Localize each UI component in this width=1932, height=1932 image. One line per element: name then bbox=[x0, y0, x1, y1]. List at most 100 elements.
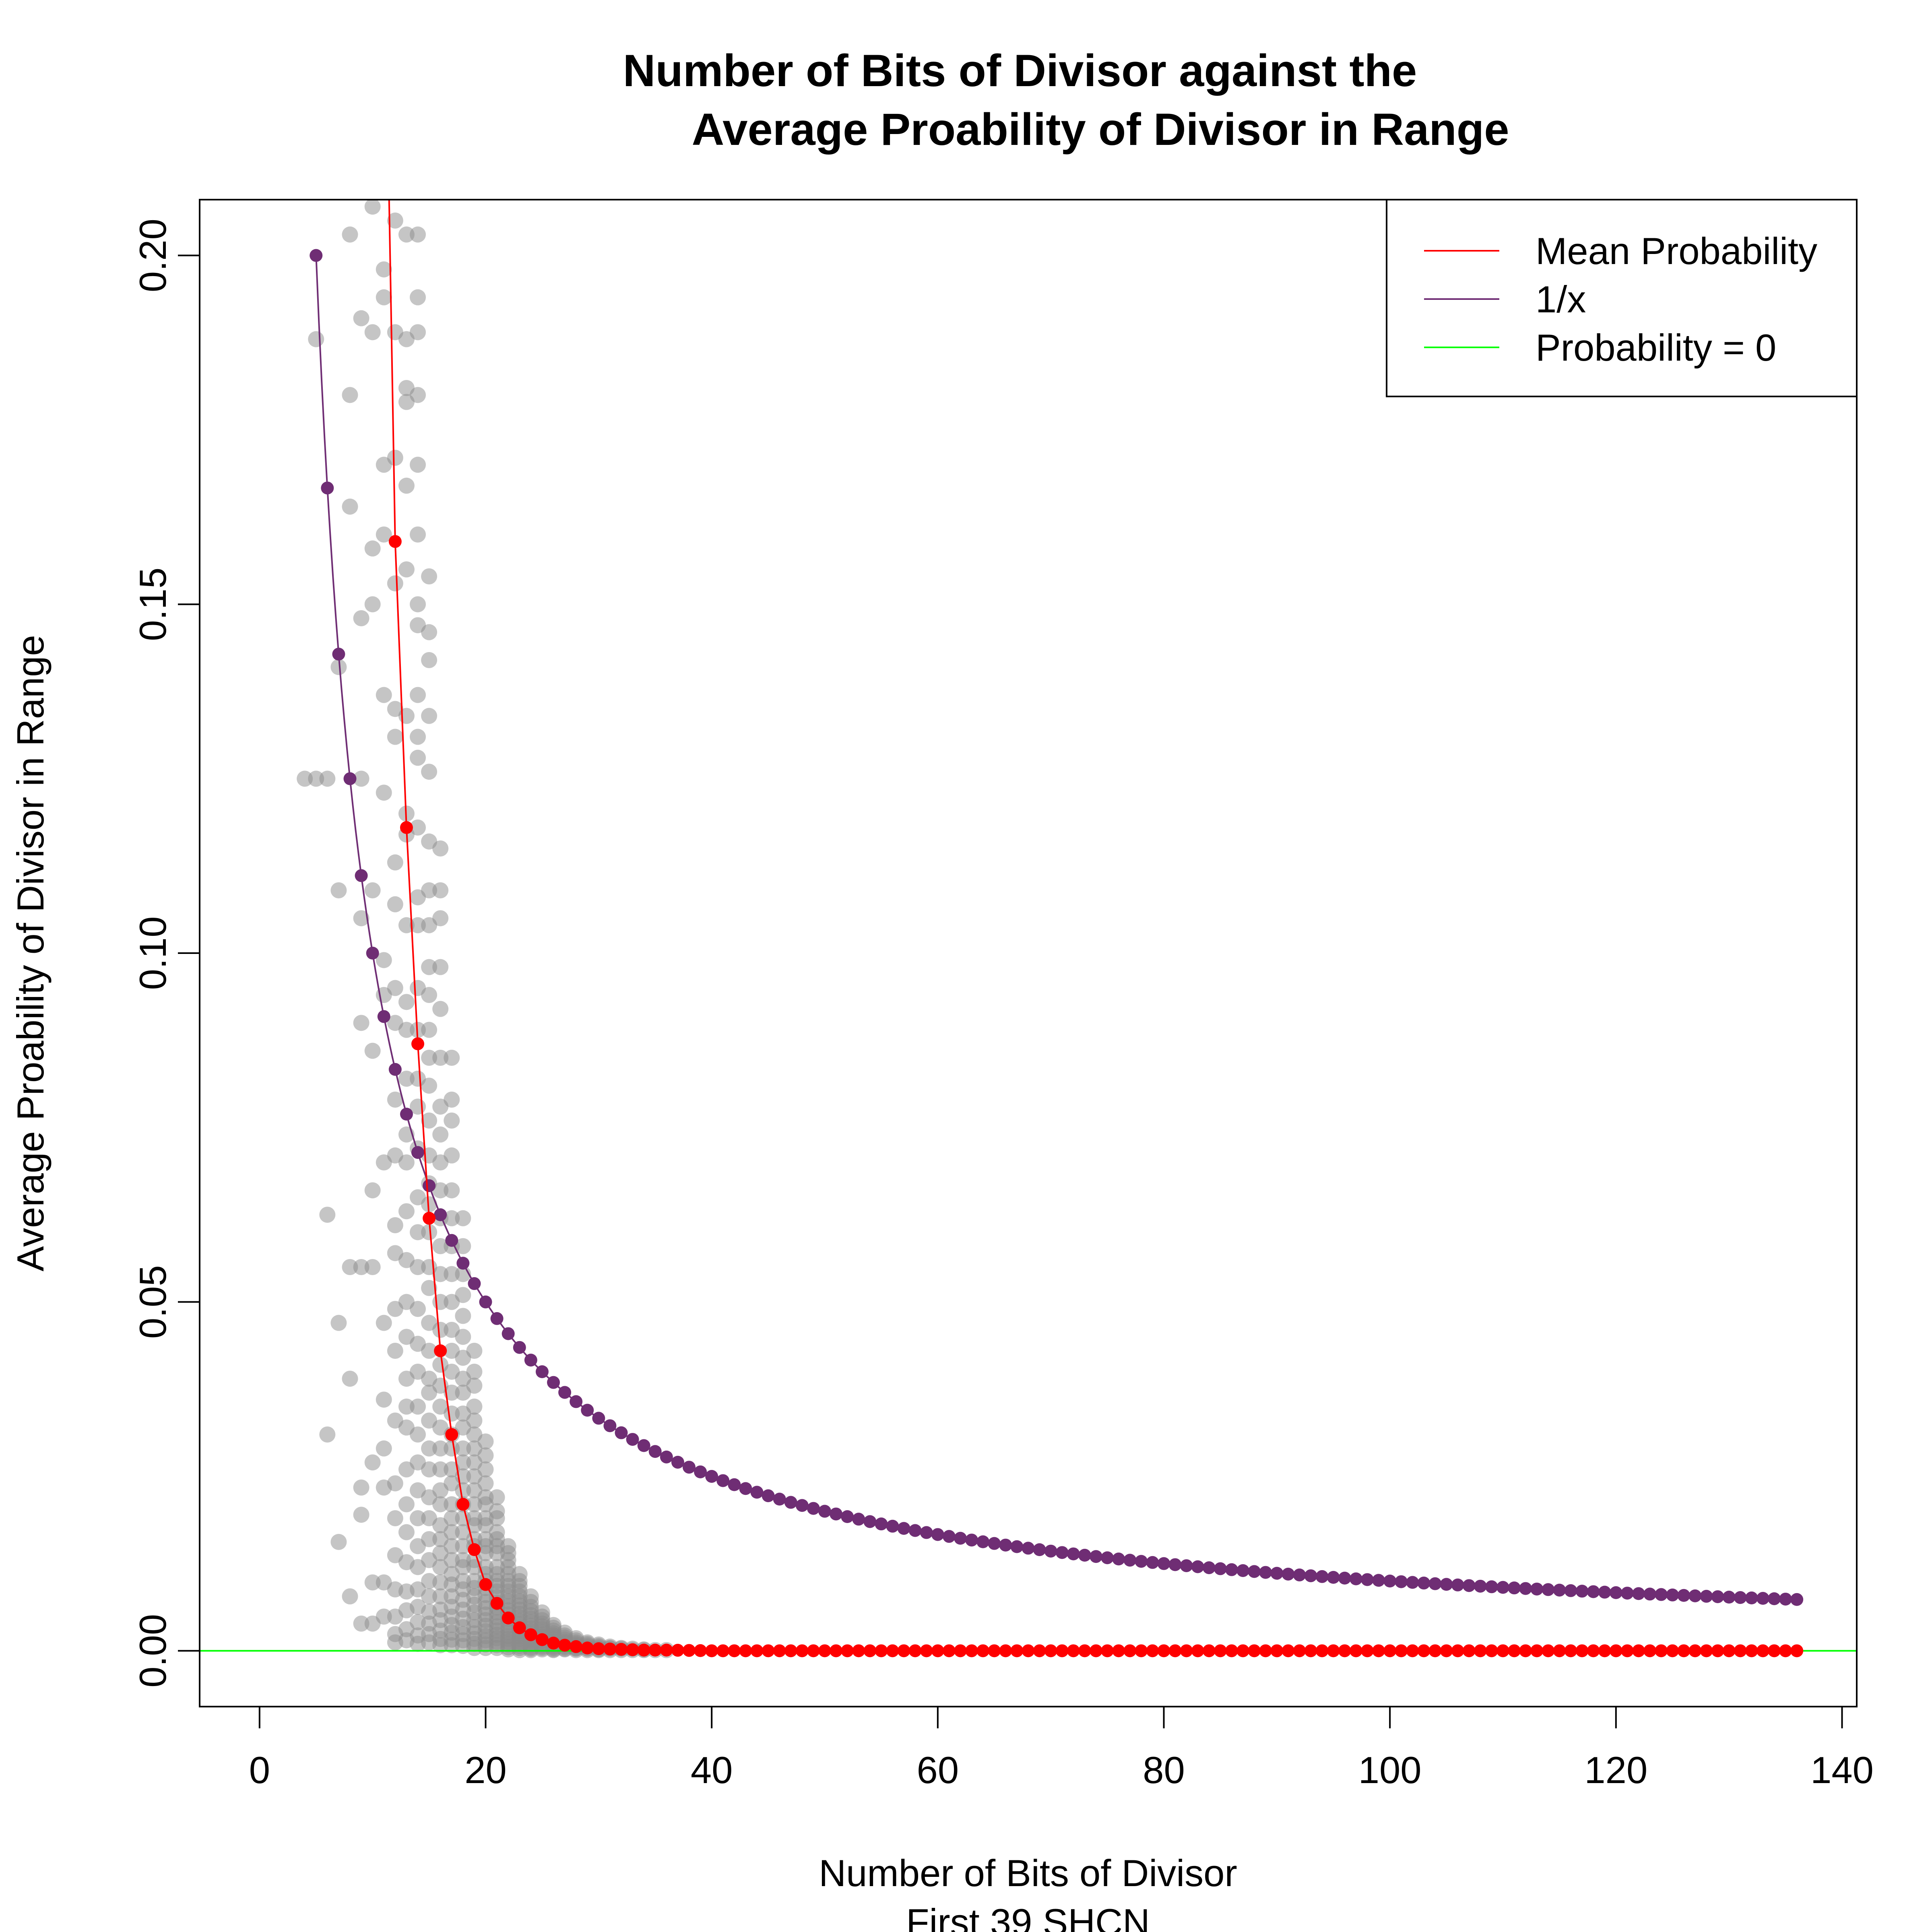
mean-point-95 bbox=[1327, 1644, 1340, 1657]
reciprocal-point-18 bbox=[456, 1257, 470, 1270]
scatter-point-26 bbox=[364, 324, 381, 341]
scatter-point-217 bbox=[444, 1182, 460, 1199]
x-tick-label-80: 80 bbox=[1143, 1749, 1185, 1791]
scatter-point-45 bbox=[376, 1315, 392, 1331]
mean-point-26 bbox=[547, 1637, 560, 1650]
mean-point-60 bbox=[931, 1644, 944, 1657]
reciprocal-point-28 bbox=[570, 1395, 583, 1408]
scatter-point-36 bbox=[376, 261, 392, 278]
legend-label-zero: Probability = 0 bbox=[1536, 326, 1776, 369]
scatter-point-4 bbox=[319, 1207, 336, 1223]
scatter-point-159 bbox=[421, 1224, 438, 1241]
reciprocal-point-100 bbox=[1383, 1575, 1397, 1587]
reciprocal-point-92 bbox=[1293, 1568, 1306, 1581]
mean-point-54 bbox=[863, 1644, 877, 1657]
mean-point-110 bbox=[1496, 1644, 1509, 1657]
reciprocal-line bbox=[315, 255, 1797, 1600]
reciprocal-point-56 bbox=[886, 1519, 899, 1533]
mean-point-114 bbox=[1542, 1644, 1555, 1657]
reciprocal-point-95 bbox=[1327, 1571, 1340, 1584]
scatter-point-151 bbox=[421, 987, 438, 1003]
reciprocal-point-134 bbox=[1767, 1592, 1781, 1605]
reciprocal-point-103 bbox=[1417, 1577, 1430, 1590]
scatter-point-306 bbox=[477, 1475, 494, 1492]
scatter-point-10 bbox=[342, 226, 358, 243]
mean-point-53 bbox=[852, 1644, 865, 1657]
x-tick-label-40: 40 bbox=[691, 1749, 733, 1791]
mean-point-104 bbox=[1428, 1644, 1442, 1657]
scatter-point-63 bbox=[387, 1217, 403, 1233]
mean-point-38 bbox=[683, 1644, 696, 1657]
scatter-point-249 bbox=[455, 1308, 471, 1324]
reciprocal-point-91 bbox=[1282, 1567, 1295, 1581]
scatter-point-53 bbox=[387, 450, 403, 466]
x-tick-label-0: 0 bbox=[249, 1749, 270, 1791]
reciprocal-point-37 bbox=[671, 1455, 684, 1469]
mean-point-28 bbox=[570, 1640, 583, 1653]
reciprocal-point-133 bbox=[1756, 1592, 1769, 1605]
scatter-point-134 bbox=[410, 1510, 426, 1526]
reciprocal-point-52 bbox=[841, 1510, 854, 1523]
scatter-point-50 bbox=[376, 1608, 392, 1625]
reciprocal-point-33 bbox=[626, 1433, 639, 1446]
mean-point-94 bbox=[1315, 1644, 1329, 1657]
reciprocal-point-97 bbox=[1349, 1572, 1362, 1585]
reciprocal-point-82 bbox=[1180, 1559, 1193, 1572]
scatter-point-225 bbox=[444, 1385, 460, 1401]
mean-point-12 bbox=[388, 535, 402, 548]
scatter-point-54 bbox=[387, 575, 403, 592]
scatter-point-220 bbox=[444, 1266, 460, 1282]
x-tick-label-140: 140 bbox=[1810, 1749, 1874, 1791]
reciprocal-point-121 bbox=[1620, 1587, 1634, 1600]
mean-point-73 bbox=[1078, 1644, 1091, 1657]
x-tick-label-120: 120 bbox=[1584, 1749, 1647, 1791]
y-tick-label-0.05: 0.05 bbox=[132, 1265, 174, 1339]
scatter-point-40 bbox=[376, 687, 392, 703]
reciprocal-point-51 bbox=[830, 1507, 843, 1521]
scatter-point-105 bbox=[410, 226, 426, 243]
mean-point-23 bbox=[513, 1621, 526, 1635]
mean-point-61 bbox=[942, 1644, 956, 1657]
scatter-points bbox=[297, 200, 675, 1658]
mean-point-117 bbox=[1575, 1644, 1589, 1657]
reciprocal-point-5 bbox=[310, 249, 323, 262]
reciprocal-point-108 bbox=[1474, 1579, 1487, 1593]
reciprocal-point-93 bbox=[1304, 1569, 1317, 1582]
reciprocal-point-64 bbox=[976, 1535, 990, 1548]
reciprocal-point-90 bbox=[1270, 1567, 1284, 1580]
reciprocal-point-113 bbox=[1530, 1582, 1544, 1596]
scatter-point-180 bbox=[432, 882, 449, 898]
scatter-point-114 bbox=[410, 729, 426, 745]
scatter-point-87 bbox=[398, 1071, 415, 1087]
reciprocal-point-126 bbox=[1677, 1589, 1690, 1602]
reciprocal-point-23 bbox=[513, 1341, 526, 1354]
reciprocal-point-48 bbox=[795, 1499, 809, 1512]
reciprocal-point-16 bbox=[434, 1208, 447, 1221]
scatter-point-12 bbox=[342, 498, 358, 515]
scatter-point-118 bbox=[410, 917, 426, 933]
scatter-point-79 bbox=[398, 477, 415, 494]
reciprocal-point-80 bbox=[1157, 1557, 1170, 1570]
scatter-point-86 bbox=[398, 1022, 415, 1038]
scatter-point-207 bbox=[432, 1588, 449, 1605]
scatter-point-228 bbox=[444, 1440, 460, 1457]
reciprocal-point-41 bbox=[716, 1474, 730, 1487]
reciprocal-point-40 bbox=[705, 1470, 718, 1483]
x-axis-label: Number of Bits of Divisor bbox=[819, 1852, 1237, 1894]
mean-point-136 bbox=[1790, 1644, 1804, 1657]
reciprocal-point-8 bbox=[343, 772, 357, 785]
legend-label-reciprocal: 1/x bbox=[1536, 278, 1586, 320]
mean-point-13 bbox=[400, 821, 413, 834]
reciprocal-point-114 bbox=[1542, 1583, 1555, 1596]
reciprocal-point-42 bbox=[728, 1478, 741, 1491]
mean-point-47 bbox=[784, 1644, 797, 1657]
scatter-point-0 bbox=[297, 770, 313, 787]
reciprocal-point-99 bbox=[1372, 1574, 1385, 1587]
reciprocal-point-86 bbox=[1225, 1563, 1238, 1576]
x-tick-label-20: 20 bbox=[464, 1749, 507, 1791]
y-tick-label-0.10: 0.10 bbox=[132, 916, 174, 990]
mean-point-63 bbox=[965, 1644, 978, 1657]
reciprocal-point-11 bbox=[377, 1010, 390, 1023]
reciprocal-point-122 bbox=[1632, 1587, 1645, 1600]
